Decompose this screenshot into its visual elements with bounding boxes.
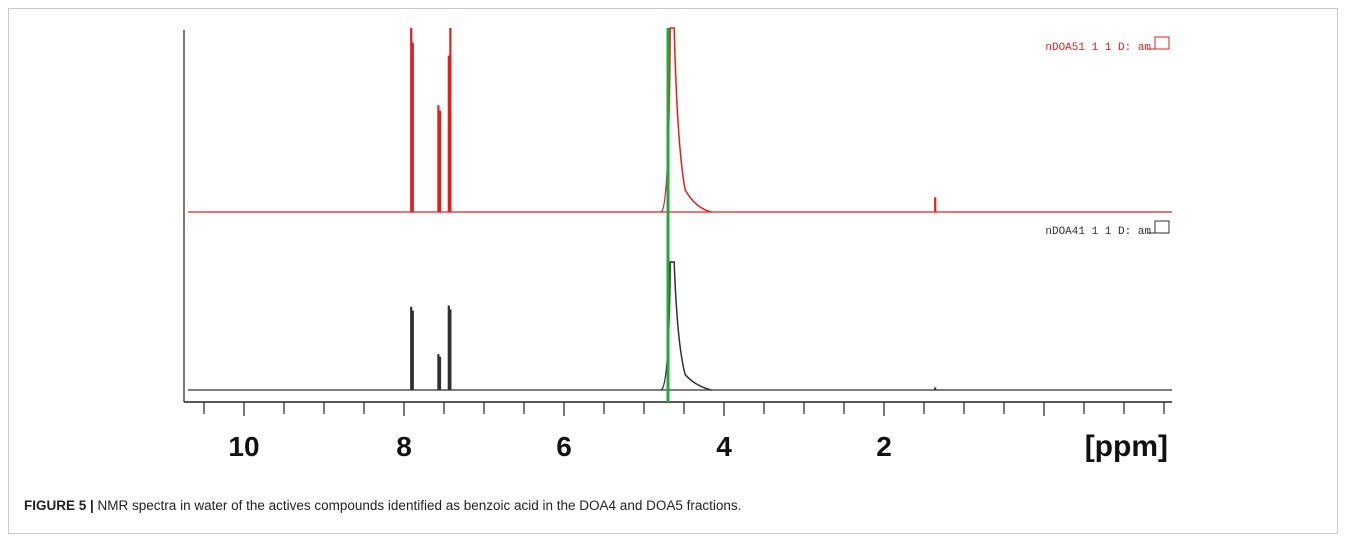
x-tick-label: 4 (716, 431, 732, 462)
x-tick-label: 6 (556, 431, 572, 462)
series-label-box (1154, 220, 1170, 234)
figure-caption: FIGURE 5 | NMR spectra in water of the a… (24, 498, 741, 513)
x-axis-unit-label: [ppm] (1085, 430, 1168, 463)
x-tick-label: 8 (396, 431, 412, 462)
figure-frame (8, 8, 1338, 534)
spectrum-series: nDOA51 1 1 D: am (188, 27, 1172, 213)
spectrum-series: nDOA41 1 1 D: am (188, 220, 1172, 391)
series-label: nDOA41 1 1 D: am (1045, 226, 1151, 238)
x-tick-label: 10 (228, 431, 259, 462)
series-label-box (1154, 36, 1170, 50)
series-label: nDOA51 1 1 D: am (1045, 42, 1151, 54)
caption-label: FIGURE 5 | (24, 498, 94, 513)
caption-text: NMR spectra in water of the actives comp… (93, 498, 742, 513)
x-tick-label: 2 (876, 431, 892, 462)
nmr-spectrum-chart: 10 8 6 4 2 [ppm] nDOA51 1 1 D: am nDOA41 1 1 D:… (183, 27, 1172, 463)
